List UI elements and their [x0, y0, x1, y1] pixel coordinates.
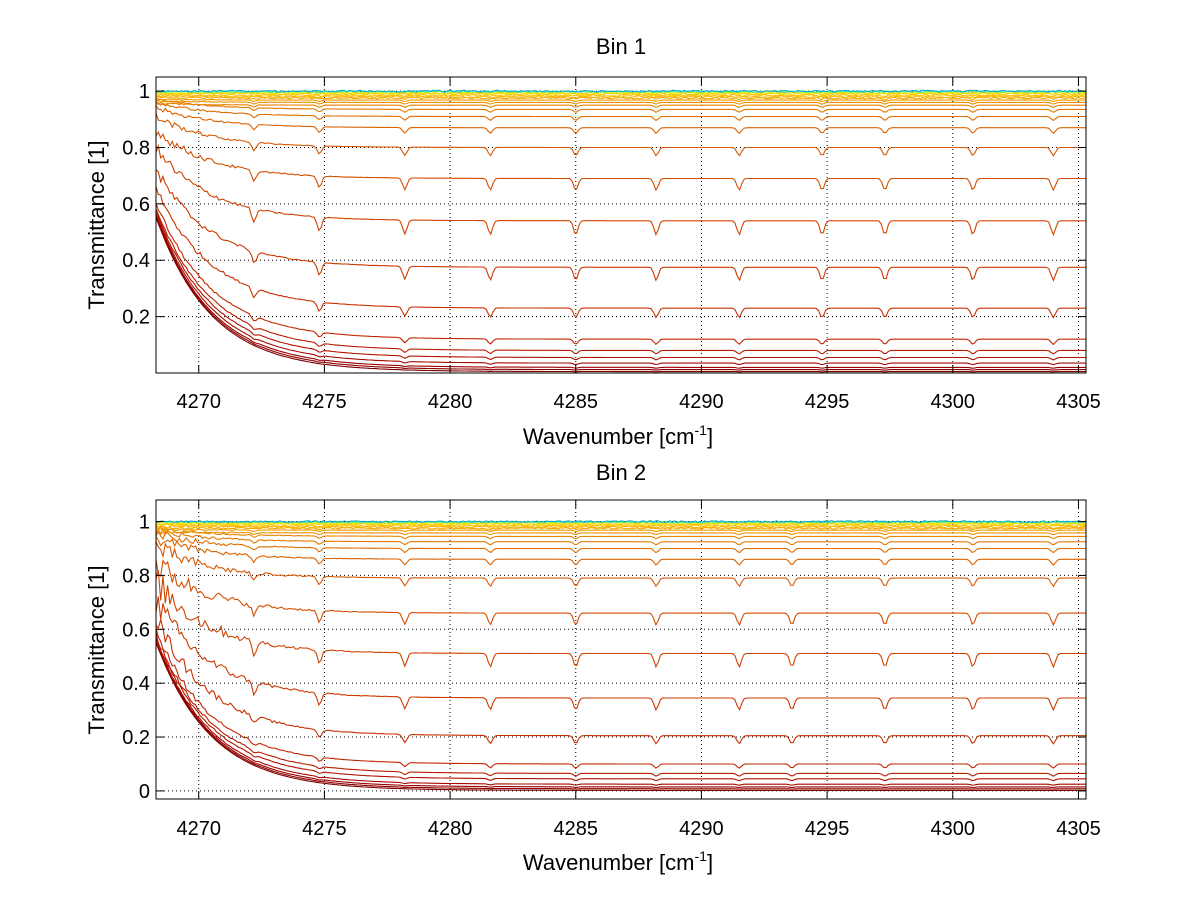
series-line [155, 527, 1086, 546]
x-tick-label: 4280 [428, 391, 473, 413]
x-axis-label-end: ] [707, 850, 713, 875]
x-axis-label: Wavenumber [cm-1] [523, 848, 713, 875]
x-ticks: 4270 4275 4280 4285 4290 4295 4300 4305 [176, 77, 1101, 413]
series-line [155, 98, 1086, 103]
y-tick-label: 0.6 [122, 619, 150, 641]
y-tick-label: 0.8 [122, 137, 150, 159]
y-tick-label: 1 [139, 512, 150, 534]
y-tick-label: 0.4 [122, 250, 150, 272]
x-tick-label: 4280 [428, 818, 473, 840]
x-tick-label: 4305 [1056, 818, 1101, 840]
x-tick-label: 4290 [679, 818, 724, 840]
x-axis-label-end: ] [707, 424, 713, 449]
y-tick-label: 0.2 [122, 727, 150, 749]
series-line [155, 89, 1087, 93]
series-line [155, 213, 1086, 366]
y-ticks: 0.2 0.4 0.6 0.8 1 [122, 81, 1086, 329]
x-tick-label: 4285 [554, 391, 599, 413]
series-line [155, 169, 1086, 282]
series-line [155, 215, 1086, 369]
y-tick-label: 0.2 [122, 307, 150, 329]
series-line [155, 216, 1086, 371]
y-tick-label: 1 [139, 81, 150, 103]
y-axis-label: Transmittance [1] [84, 140, 109, 309]
plot-border [155, 76, 1087, 374]
series-line [155, 523, 1087, 528]
series-line [155, 217, 1086, 373]
series-line [155, 112, 1086, 157]
series-line [155, 520, 1087, 523]
x-axis-label-main: Wavenumber [cm [523, 850, 695, 875]
plot-border [155, 499, 1087, 800]
series-line [155, 529, 1086, 536]
series-line [155, 102, 1086, 122]
y-tick-label: 0.4 [122, 673, 150, 695]
series-line [155, 202, 1086, 346]
series-line [155, 99, 1086, 105]
series-line [155, 637, 1086, 782]
series-line [155, 642, 1086, 792]
x-axis-label-main: Wavenumber [cm [523, 424, 695, 449]
series-line [155, 98, 1086, 113]
x-tick-label: 4300 [931, 818, 976, 840]
y-ticks: 0 0.2 0.4 0.6 0.8 1 [122, 512, 1086, 803]
y-tick-label: 0 [139, 781, 150, 803]
x-tick-label: 4305 [1056, 391, 1101, 413]
y-tick-label: 0.6 [122, 194, 150, 216]
x-tick-label: 4275 [302, 818, 347, 840]
x-tick-label: 4295 [805, 818, 850, 840]
x-tick-label: 4285 [554, 818, 599, 840]
chart-bin-1: 0.2 0.4 0.6 0.8 1 4270 4275 4280 4285 4290 4295 43… [84, 34, 1101, 449]
y-axis-label: Transmittance [1] [84, 565, 109, 734]
x-tick-label: 4270 [176, 818, 221, 840]
series-line [155, 569, 1086, 669]
series-line [155, 536, 1086, 566]
series-group [155, 89, 1087, 373]
series-line [155, 639, 1086, 786]
series-line [155, 526, 1086, 540]
series-line [155, 627, 1086, 769]
series-line [155, 210, 1086, 361]
series-line [155, 541, 1086, 588]
series-line [155, 631, 1086, 777]
x-ticks: 4270 4275 4280 4285 4290 4295 4300 4305 [176, 500, 1101, 840]
series-line [155, 641, 1086, 789]
series-line [155, 641, 1086, 790]
chart-title: Bin 2 [596, 460, 646, 485]
x-axis-label-sup: -1 [695, 848, 708, 864]
x-tick-label: 4270 [176, 391, 221, 413]
x-tick-label: 4300 [931, 391, 976, 413]
chart-bin-2: 00.20.40.60.81 4270 4275 4280 4285 4290 4295 4… [84, 460, 1101, 875]
series-line [155, 617, 1086, 745]
series-line [155, 105, 1086, 135]
series-group [155, 520, 1087, 792]
series-line [155, 530, 1086, 554]
series-line [155, 208, 1086, 355]
series-line [155, 102, 1086, 109]
series-line [155, 143, 1086, 237]
series-line [155, 524, 1087, 530]
y-tick-label: 0.8 [122, 565, 150, 587]
x-tick-label: 4290 [679, 391, 724, 413]
series-line [155, 596, 1086, 712]
series-line [155, 130, 1086, 192]
series-line [155, 186, 1086, 319]
x-tick-label: 4295 [805, 391, 850, 413]
series-line [155, 527, 1086, 533]
series-line [155, 92, 1087, 96]
chart-title: Bin 1 [596, 34, 646, 59]
x-tick-label: 4275 [302, 391, 347, 413]
series-line [155, 559, 1086, 627]
x-axis-label: Wavenumber [cm-1] [523, 422, 713, 449]
x-axis-label-sup: -1 [695, 422, 708, 438]
